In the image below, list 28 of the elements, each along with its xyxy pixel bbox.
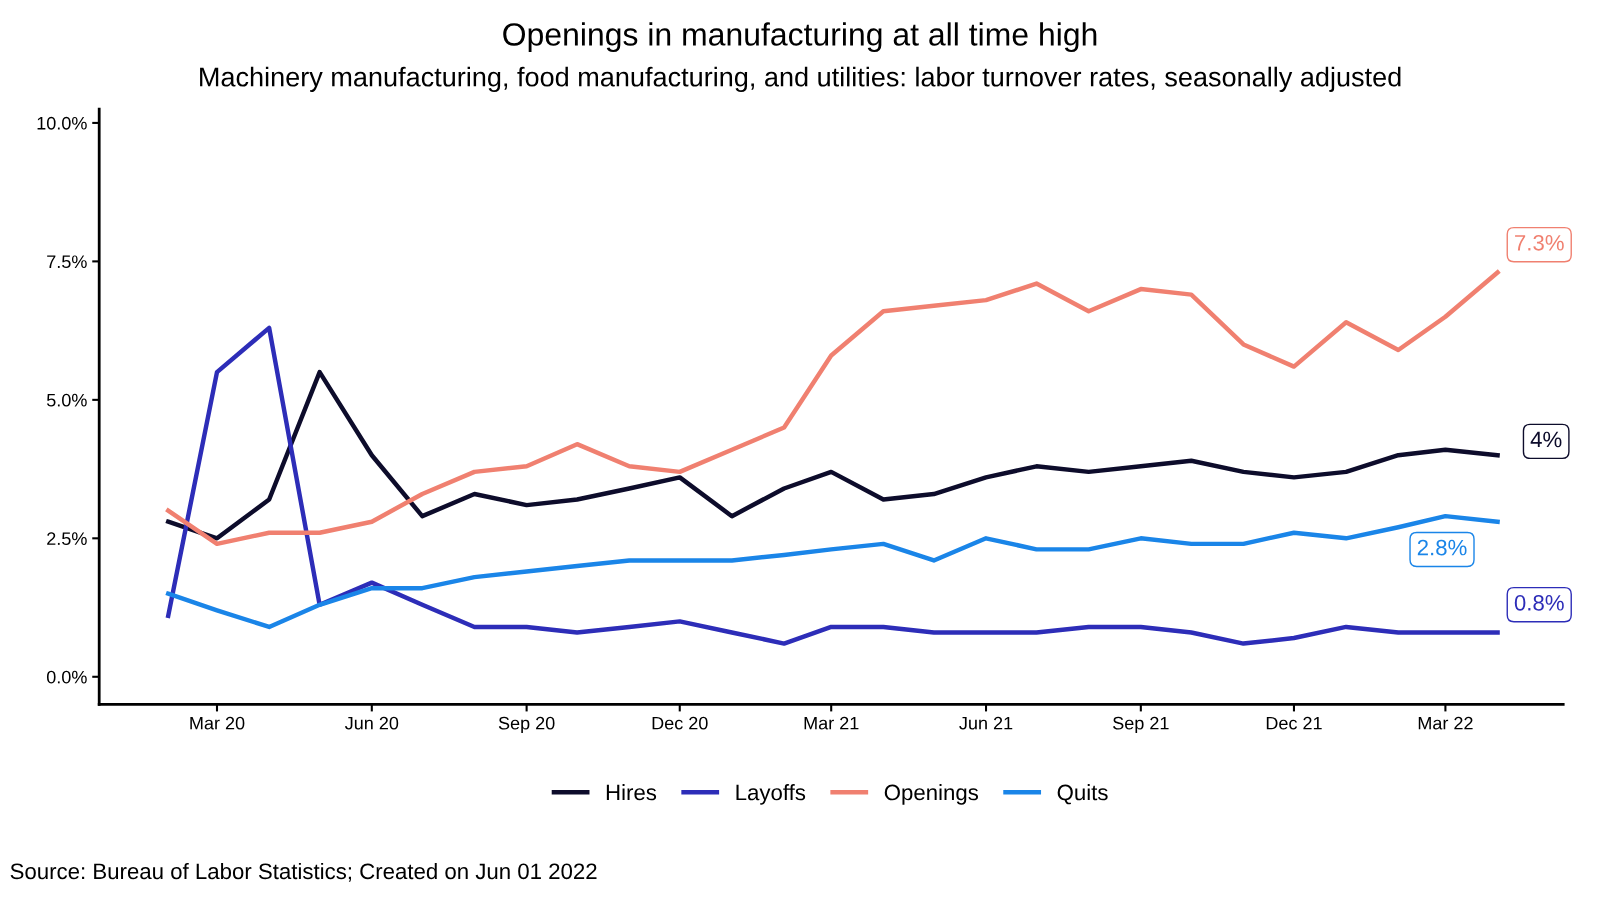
- line-series: [165, 369, 1500, 541]
- annotation: 0.8%: [1514, 594, 1564, 611]
- x-tick-label: Jun 20: [344, 716, 399, 730]
- y-tick-label: 0.0%: [46, 670, 87, 684]
- chart-title: Openings in manufacturing at all time high: [503, 22, 1097, 53]
- x-tick-label: Mar 20: [190, 716, 245, 730]
- annotation: 4%: [1530, 431, 1562, 448]
- source-note: Source: Bureau of Labor Statistics; Created on Jun 01 2022: [10, 862, 597, 882]
- annotation: 7.3%: [1515, 234, 1564, 251]
- x-tick-label: Jun 21: [959, 716, 1013, 730]
- chart-subtitle: Machinery manufacturing, food manufacturing, and utilities: labor turnover rates, seasonally adjusted: [200, 66, 1401, 92]
- legend-label: Quits: [1057, 784, 1108, 805]
- x-tick-label: Sep 20: [498, 716, 555, 734]
- y-tick-label: 10.0%: [37, 116, 87, 130]
- line-series: [165, 513, 1500, 630]
- y-tick-label: 2.5%: [47, 532, 87, 546]
- annotation: 2.8%: [1417, 539, 1467, 556]
- y-tick-label: 7.5%: [47, 255, 87, 269]
- y-tick-label: 5.0%: [46, 393, 87, 407]
- x-tick-label: Mar 22: [1418, 716, 1473, 730]
- x-tick-label: Dec 21: [1266, 716, 1322, 730]
- x-tick-label: Dec 20: [652, 716, 708, 730]
- legend-label: Layoffs: [736, 784, 806, 805]
- x-tick-label: Sep 21: [1113, 716, 1169, 734]
- x-tick-label: Mar 21: [804, 716, 859, 730]
- legend-label: Openings: [884, 784, 979, 805]
- legend-label: Hires: [606, 784, 657, 801]
- line-series: [165, 325, 1500, 646]
